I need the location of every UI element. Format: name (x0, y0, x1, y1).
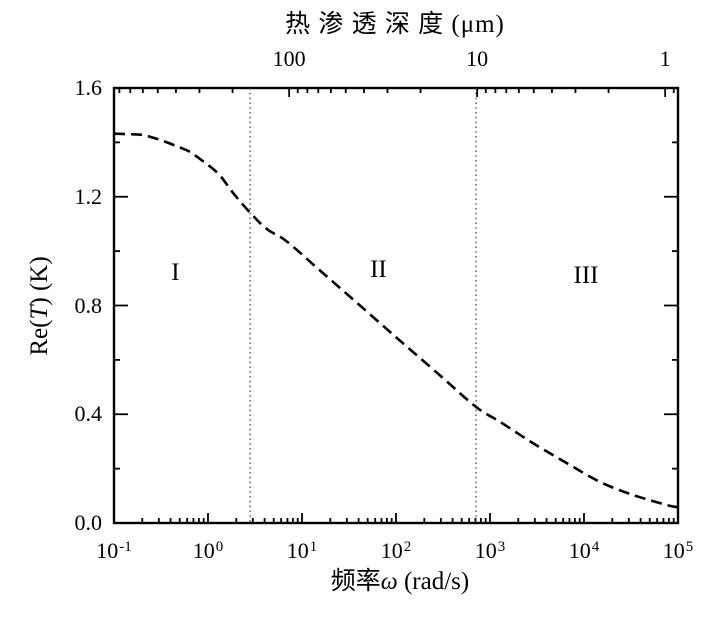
x-axis-title-suffix: (rad/s) (397, 568, 470, 595)
region-label-III: III (573, 261, 599, 289)
region-label-I: I (171, 258, 180, 286)
x-tick-exponent: 3 (497, 538, 506, 555)
x-tick-exponent: 0 (215, 538, 224, 555)
x-tick-exponent: 1 (309, 538, 318, 555)
plot-frame (112, 86, 680, 525)
y-tick-label: 0.0 (74, 510, 103, 535)
x-axis-title: 频率ω (rad/s) (331, 561, 469, 597)
x-tick-label: 10-1 (96, 538, 132, 564)
x-tick-mantissa: 10 (192, 538, 215, 563)
x-tick-exponent: 5 (685, 538, 694, 555)
x-axis-title-prefix: 频率 (330, 568, 381, 595)
x-tick-label: 103 (475, 538, 506, 564)
y-tick-label: 0.8 (74, 292, 103, 318)
y-tick-label: 0.4 (74, 401, 103, 427)
x-tick-mantissa: 10 (662, 538, 685, 563)
curve-path (113, 132, 679, 509)
y-axis-title-prefix: Re( (26, 319, 53, 356)
top-tick-label: 10 (466, 46, 489, 71)
x-tick-exponent: -1 (119, 538, 132, 555)
x-tick-mantissa: 10 (380, 538, 403, 563)
x-tick-label: 102 (381, 538, 412, 564)
x-tick-mantissa: 10 (568, 538, 591, 563)
y-tick-label: 1.6 (74, 75, 103, 100)
x-tick-label: 104 (569, 538, 600, 564)
top-tick-label: 1 (659, 46, 671, 71)
x-tick-exponent: 2 (403, 538, 412, 555)
x-tick-label: 101 (287, 538, 318, 564)
x-tick-label: 105 (663, 538, 694, 564)
x-axis-title-symbol: ω (380, 569, 398, 595)
x-tick-mantissa: 10 (286, 538, 309, 563)
x-tick-mantissa: 10 (474, 538, 497, 563)
x-tick-mantissa: 10 (96, 538, 119, 563)
top-axis-title: 热 渗 透 深 度 (μm) (285, 4, 505, 40)
x-tick-exponent: 4 (591, 538, 600, 555)
top-axis-title-text: 热 渗 透 深 度 (μm) (285, 11, 505, 38)
region-label-II: II (370, 256, 387, 284)
y-tick-label: 1.2 (74, 183, 103, 209)
top-tick-label: 100 (272, 46, 306, 71)
x-tick-label: 100 (193, 538, 224, 564)
